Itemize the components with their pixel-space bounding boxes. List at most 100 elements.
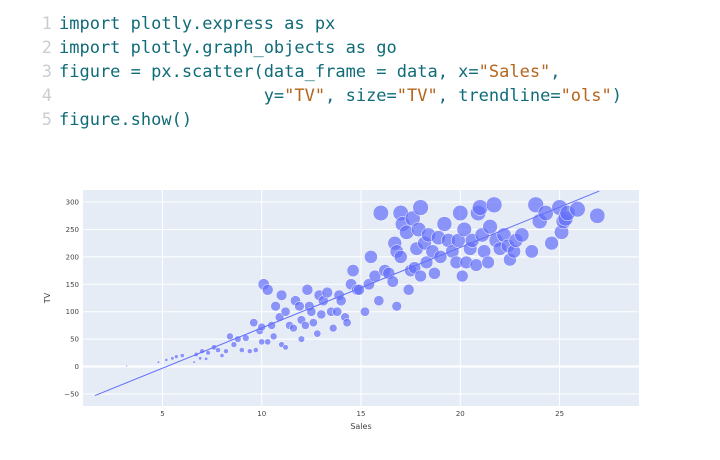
- code-line-3: 3 figure = px.scatter(data_frame = data, …: [0, 60, 720, 84]
- data-point: [332, 306, 343, 317]
- data-point: [469, 258, 483, 272]
- data-point: [589, 207, 606, 224]
- data-point: [436, 216, 453, 232]
- data-point: [482, 219, 498, 235]
- data-point: [372, 204, 389, 222]
- data-point: [174, 354, 179, 359]
- data-point: [308, 318, 318, 328]
- line-number: 3: [41, 62, 52, 82]
- code-text: figure.show(): [59, 108, 192, 132]
- data-point: [261, 284, 274, 296]
- data-point: [329, 324, 338, 333]
- data-point: [301, 284, 314, 296]
- data-point: [204, 356, 209, 361]
- y-tick-label: 0: [75, 363, 79, 371]
- y-tick-label: 300: [66, 199, 79, 207]
- code-token: , trendline=: [437, 86, 561, 106]
- data-point: [485, 196, 503, 214]
- data-point: [219, 353, 225, 358]
- data-point: [192, 360, 196, 364]
- code-text: figure = px.scatter(data_frame = data, x…: [59, 60, 561, 84]
- data-point: [419, 255, 434, 270]
- code-block: 1 import plotly.express as px 2 import plot…: [0, 12, 720, 132]
- data-point: [481, 255, 495, 270]
- data-point: [456, 269, 469, 283]
- data-point: [428, 267, 441, 280]
- trendline: [94, 190, 600, 397]
- data-point: [252, 347, 259, 353]
- data-point: [452, 204, 469, 222]
- data-point: [205, 350, 211, 356]
- y-tick-label: 100: [66, 308, 79, 316]
- data-point: [239, 347, 245, 353]
- data-point: [297, 335, 305, 343]
- code-token: , size=: [325, 86, 397, 106]
- code-line-4: 4 y="TV", size="TV", trendline="ols"): [0, 84, 720, 108]
- string-literal: "TV": [284, 86, 326, 106]
- data-point: [391, 301, 402, 312]
- data-point: [289, 324, 298, 333]
- data-point: [282, 344, 289, 351]
- x-axis-title: Sales: [350, 422, 371, 431]
- code-line-2: 2 import plotly.graph_objects as go: [0, 36, 720, 60]
- string-literal: "ols": [560, 86, 612, 106]
- data-point: [226, 332, 234, 341]
- code-text: import plotly.express as px: [59, 12, 335, 36]
- data-point: [316, 309, 327, 320]
- code-token: import plotly.graph_objects as go: [59, 38, 397, 58]
- data-point: [270, 301, 281, 312]
- data-point: [524, 244, 539, 259]
- data-point: [164, 358, 169, 362]
- data-point: [179, 353, 185, 358]
- data-point: [346, 264, 360, 278]
- y-tick-label: 150: [66, 281, 79, 289]
- data-point: [569, 201, 586, 218]
- data-point: [276, 289, 288, 301]
- x-tick-label: 25: [555, 410, 564, 418]
- line-number: 1: [41, 14, 52, 34]
- code-token: ): [611, 86, 622, 106]
- x-tick-label: 20: [456, 410, 465, 418]
- y-axis-title: TV: [43, 292, 52, 304]
- code-token: figure.show(): [59, 110, 193, 130]
- data-point: [414, 269, 427, 283]
- data-point: [412, 199, 429, 216]
- data-point: [373, 295, 385, 307]
- x-tick-label: 5: [160, 410, 164, 418]
- data-point: [342, 318, 352, 328]
- data-point: [514, 227, 530, 243]
- data-point: [125, 364, 128, 368]
- code-text: y="TV", size="TV", trendline="ols"): [59, 84, 622, 108]
- data-point: [544, 235, 559, 251]
- data-point: [360, 306, 370, 317]
- y-tick-label: 250: [66, 226, 79, 234]
- code-line-1: 1 import plotly.express as px: [0, 12, 720, 36]
- data-point: [230, 341, 238, 348]
- data-point: [456, 221, 472, 238]
- data-point: [471, 199, 489, 216]
- code-line-5: 5 figure.show(): [0, 108, 720, 132]
- code-token: ,: [550, 62, 561, 82]
- data-point: [223, 348, 229, 354]
- line-number: 4: [41, 86, 52, 106]
- y-tick-label: 50: [70, 336, 79, 344]
- data-point: [280, 306, 291, 317]
- data-point: [258, 338, 266, 346]
- line-number: 2: [41, 38, 52, 58]
- data-point: [402, 284, 415, 296]
- data-point: [269, 332, 278, 341]
- data-point: [301, 321, 310, 330]
- data-point: [215, 347, 221, 353]
- code-token: y=: [59, 86, 285, 106]
- string-literal: "Sales": [478, 62, 551, 82]
- code-token: import plotly.express as px: [59, 14, 336, 34]
- y-tick-label: −50: [64, 390, 79, 398]
- string-literal: "TV": [396, 86, 438, 106]
- data-point: [294, 301, 305, 312]
- x-tick-label: 15: [357, 410, 366, 418]
- data-point: [393, 250, 408, 264]
- data-point: [198, 356, 203, 361]
- x-tick-label: 10: [257, 410, 266, 418]
- data-point: [170, 356, 175, 361]
